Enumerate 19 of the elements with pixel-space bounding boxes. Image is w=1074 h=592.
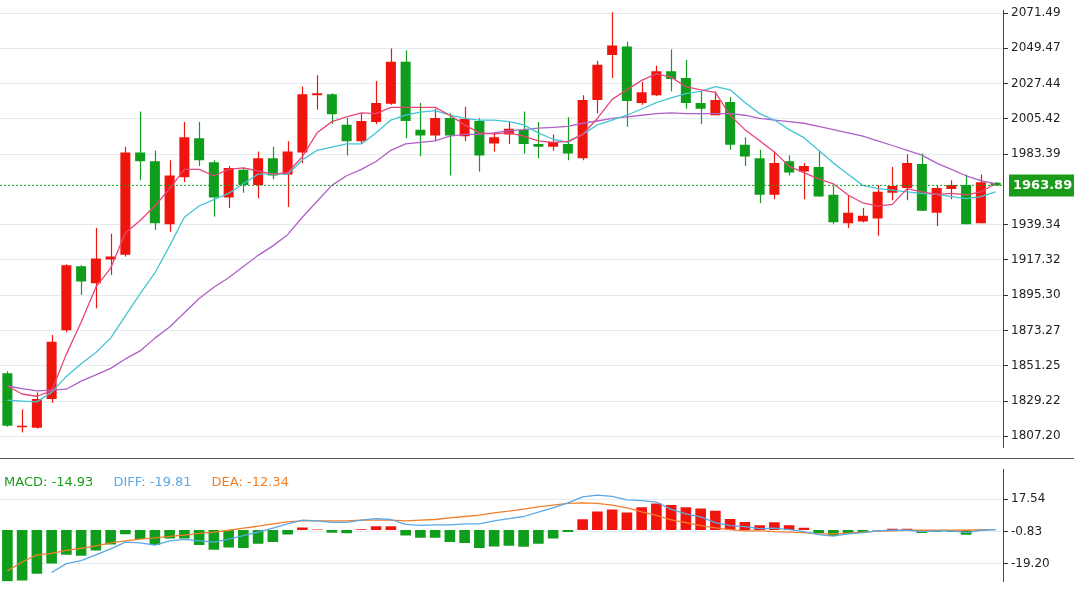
y-tick-label: 1829.22 — [1011, 393, 1061, 408]
ref-line-label: 1963.89 — [1013, 176, 1073, 192]
y-tick-label: 2027.44 — [1011, 75, 1061, 90]
text: DIFF: -19.81 — [113, 473, 192, 489]
text: DEA: -12.34 — [211, 473, 289, 489]
y-tick-label: -19.20 — [1011, 556, 1050, 571]
y-tick-label: 2049.47 — [1011, 40, 1061, 55]
y-tick-label: 1851.25 — [1011, 357, 1061, 372]
y-tick-label: 1873.27 — [1011, 322, 1061, 337]
y-tick-label: 1983.39 — [1011, 146, 1061, 161]
y-tick-label: 1939.34 — [1011, 216, 1061, 231]
y-tick-label: -0.83 — [1011, 523, 1043, 538]
y-tick-label: 1917.32 — [1011, 252, 1061, 267]
text: MACD: -14.93 — [4, 473, 94, 489]
y-tick-label: 2071.49 — [1011, 5, 1061, 20]
y-tick-label: 1895.30 — [1011, 287, 1061, 302]
y-tick-label: 1807.20 — [1011, 428, 1061, 443]
y-tick-label: 2005.42 — [1011, 111, 1061, 126]
y-tick-label: 17.54 — [1011, 491, 1046, 506]
